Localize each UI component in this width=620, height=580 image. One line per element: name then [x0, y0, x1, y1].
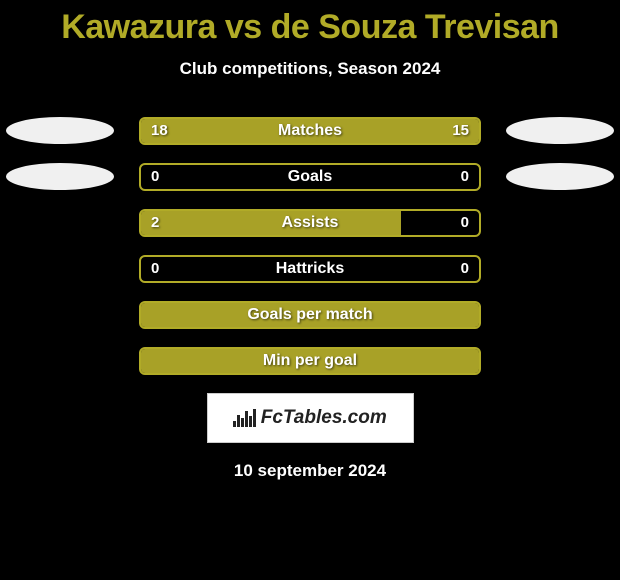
- stat-value-right: 0: [461, 257, 469, 281]
- comparison-subtitle: Club competitions, Season 2024: [0, 59, 620, 79]
- stat-row: 2 Assists 0: [0, 209, 620, 237]
- bar-track: 0 Goals 0: [139, 163, 481, 191]
- bar-track: Goals per match: [139, 301, 481, 329]
- fctables-logo-text: FcTables.com: [233, 407, 387, 429]
- stat-label: Goals: [141, 165, 479, 189]
- stat-row: 18 Matches 15: [0, 117, 620, 145]
- stat-value-right: 0: [461, 211, 469, 235]
- player-ellipse-left: [6, 117, 114, 144]
- logo-label: FcTables.com: [261, 407, 387, 429]
- stat-label: Matches: [141, 119, 479, 143]
- player-ellipse-right: [506, 117, 614, 144]
- fctables-logo[interactable]: FcTables.com: [207, 393, 414, 443]
- bar-track: 18 Matches 15: [139, 117, 481, 145]
- stat-label: Hattricks: [141, 257, 479, 281]
- stat-row: 0 Hattricks 0: [0, 255, 620, 283]
- stat-value-right: 0: [461, 165, 469, 189]
- stat-row: 0 Goals 0: [0, 163, 620, 191]
- stat-row: Min per goal: [0, 347, 620, 375]
- bar-track: Min per goal: [139, 347, 481, 375]
- stat-row: Goals per match: [0, 301, 620, 329]
- bar-chart-icon: [233, 409, 256, 427]
- player-ellipse-right: [506, 163, 614, 190]
- comparison-title: Kawazura vs de Souza Trevisan: [0, 0, 620, 47]
- bar-track: 2 Assists 0: [139, 209, 481, 237]
- player-ellipse-left: [6, 163, 114, 190]
- stat-label: Assists: [141, 211, 479, 235]
- stats-area: 18 Matches 15 0 Goals 0 2 Assists: [0, 117, 620, 375]
- stat-label: Min per goal: [141, 349, 479, 373]
- footer-date: 10 september 2024: [0, 461, 620, 481]
- bar-track: 0 Hattricks 0: [139, 255, 481, 283]
- stat-label: Goals per match: [141, 303, 479, 327]
- stat-value-right: 15: [452, 119, 469, 143]
